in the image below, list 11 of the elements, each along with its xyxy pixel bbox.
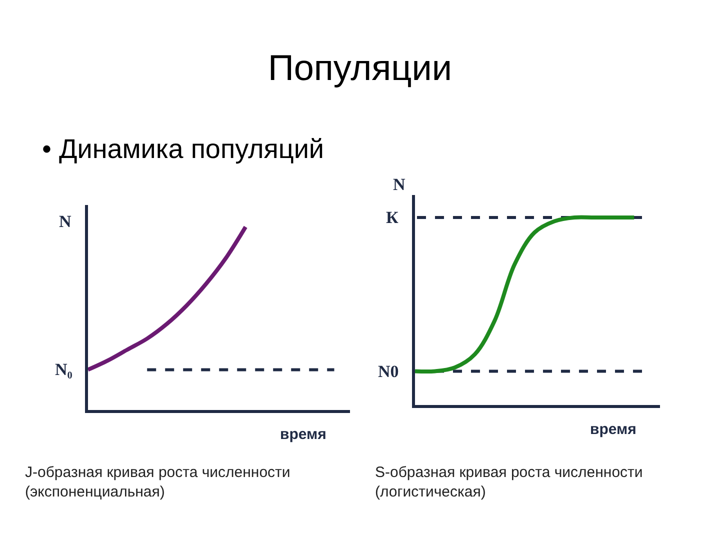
ref-line-label: N0 [378,362,399,381]
y-axis-title: N [393,175,406,194]
y-axis-title: N [59,212,72,231]
ref-line-label: N₀ [55,360,72,379]
chart-title: Популяции [268,47,452,88]
x-axis-title: время [280,426,326,443]
chart-subtitle: • Динамика популяций [42,134,324,164]
text: J-образная кривая роста численности (экспоненциальная) [25,464,290,500]
text: S-образная кривая роста численности (логистическая) [375,464,643,500]
ref-line-label: К [386,208,399,227]
x-axis-title: время [590,421,636,438]
